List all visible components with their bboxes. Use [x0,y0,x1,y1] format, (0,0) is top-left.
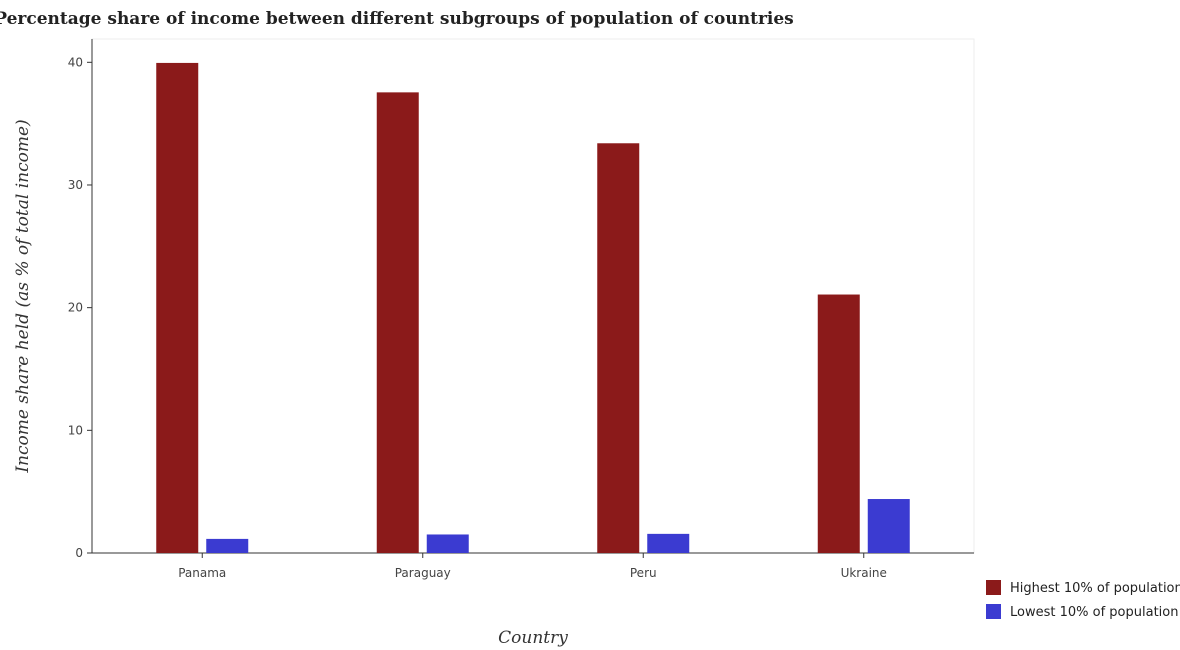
x-tick-label: Panama [178,566,226,580]
bar-panama-lowest [206,538,249,553]
legend: Highest 10% of population Lowest 10% of p… [986,580,1180,620]
y-tick-label: 10 [68,423,83,437]
x-tick-label: Ukraine [841,566,887,580]
legend-swatch [986,604,1001,619]
legend-label: Highest 10% of population [1010,581,1180,596]
bar-ukraine-lowest [867,499,910,553]
y-tick-label: 20 [68,301,83,315]
bar-panama-highest [156,62,199,554]
bars [156,62,910,554]
legend-swatch [986,580,1001,595]
y-axis: 0 10 20 30 40 [68,39,93,560]
bar-peru-highest [597,143,640,553]
y-tick-label: 40 [68,55,83,69]
legend-label: Lowest 10% of population [1010,605,1178,620]
x-axis-title: Country [498,628,568,648]
x-tick-label: Paraguay [395,566,451,580]
bar-ukraine-highest [817,294,860,553]
chart-title: Percentage share of income between diffe… [0,9,794,29]
y-axis-title: Income share held (as % of total income) [13,119,33,473]
x-axis: Panama Paraguay Peru Ukraine [92,552,974,580]
bar-peru-lowest [647,533,690,553]
y-tick-label: 0 [75,546,83,560]
x-tick-label: Peru [630,566,657,580]
bar-paraguay-lowest [426,534,469,553]
bar-paraguay-highest [376,92,419,554]
y-tick-label: 30 [68,178,83,192]
